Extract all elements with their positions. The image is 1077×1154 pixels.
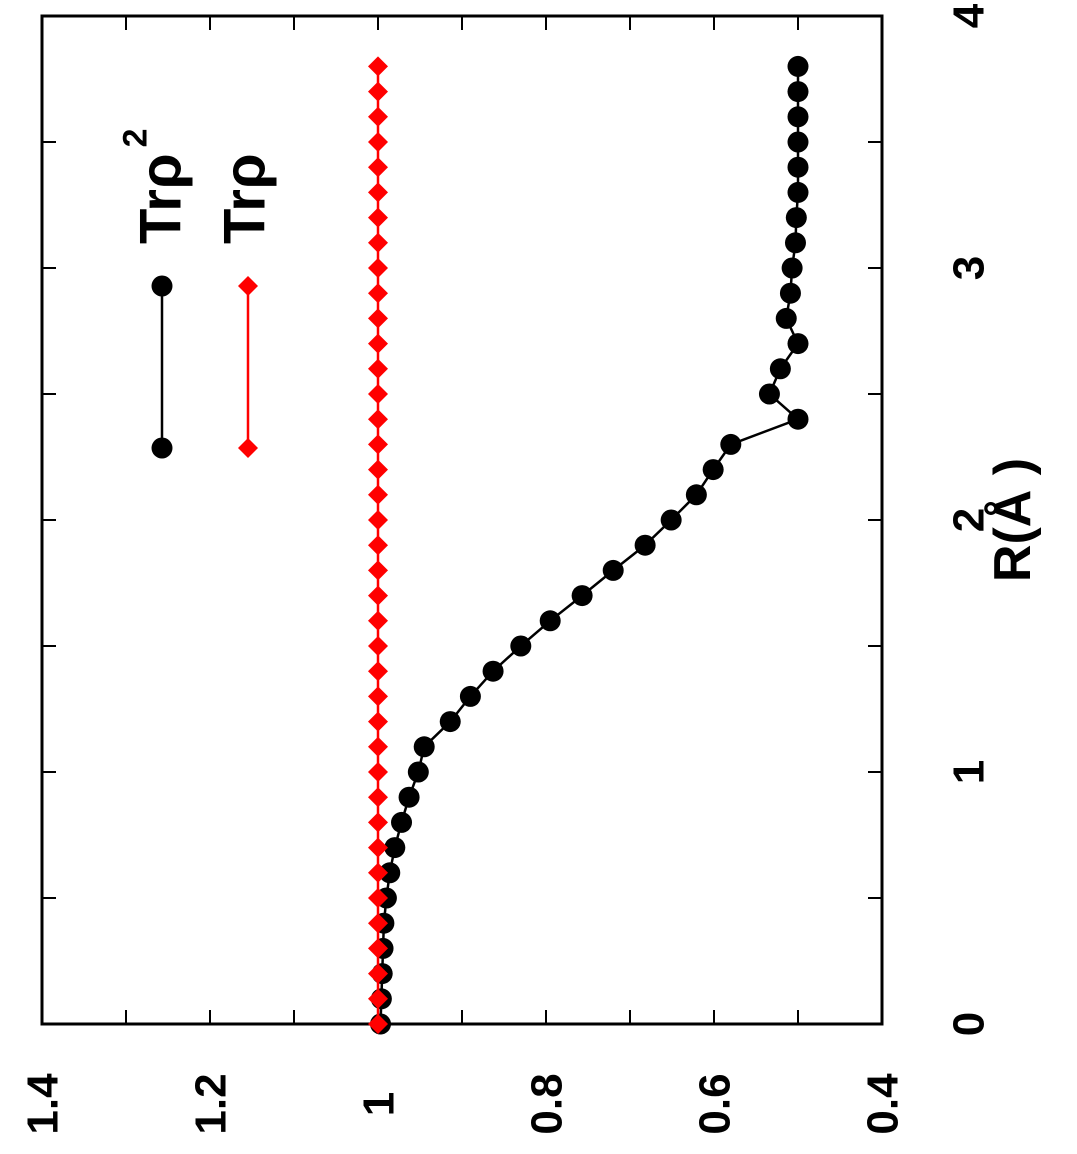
y-tick-label: 0.6 <box>690 1073 739 1134</box>
data-point <box>787 131 809 153</box>
data-point <box>784 232 806 254</box>
data-point <box>510 635 532 657</box>
x-tick-label: 3 <box>944 256 993 280</box>
data-point <box>439 711 461 733</box>
y-tick-label: 0.4 <box>858 1073 907 1135</box>
data-point <box>368 56 388 77</box>
data-point <box>368 106 388 127</box>
data-point <box>787 55 809 77</box>
legend: Trρ2 Trρ <box>116 128 277 459</box>
data-point <box>685 484 707 506</box>
data-point <box>368 736 388 757</box>
data-point <box>368 610 388 631</box>
data-point <box>368 459 388 480</box>
data-point <box>368 560 388 581</box>
data-point <box>368 711 388 732</box>
ticks <box>41 15 883 1025</box>
legend-marker <box>151 275 173 297</box>
data-point <box>787 408 809 430</box>
x-axis-label: R(Å ) <box>984 458 1042 582</box>
y-tick-label: 1.4 <box>18 1073 67 1135</box>
data-point <box>539 610 561 632</box>
y-tick-label: 1 <box>354 1092 403 1116</box>
legend-marker <box>238 276 258 296</box>
data-point <box>368 1014 388 1034</box>
data-point <box>720 433 742 455</box>
data-point <box>787 156 809 178</box>
data-point <box>368 913 388 934</box>
data-point <box>368 510 388 530</box>
data-point <box>787 181 809 203</box>
data-point <box>368 409 388 430</box>
data-point <box>787 81 809 103</box>
data-point <box>779 282 801 304</box>
data-point <box>407 761 429 783</box>
data-point <box>368 207 388 228</box>
data-point <box>660 509 682 531</box>
data-point <box>368 157 388 178</box>
data-point <box>602 559 624 581</box>
data-point <box>368 384 388 404</box>
data-point <box>368 283 388 304</box>
series-1 <box>368 56 388 1034</box>
data-point <box>787 333 809 355</box>
data-point <box>368 938 388 959</box>
data-point <box>368 535 388 556</box>
data-point <box>368 812 388 833</box>
x-tick-label: 1 <box>944 760 993 784</box>
data-point <box>785 207 807 229</box>
data-point <box>368 661 388 682</box>
data-point <box>368 888 388 908</box>
data-point <box>368 258 388 278</box>
data-point <box>769 358 791 380</box>
data-point <box>368 232 388 253</box>
data-point <box>368 862 388 883</box>
data-point <box>368 132 388 152</box>
data-point <box>413 736 435 758</box>
data-point <box>702 459 724 481</box>
legend-marker <box>238 438 258 458</box>
series-line <box>379 66 801 1025</box>
data-point <box>391 811 413 833</box>
data-point <box>368 787 388 808</box>
data-point <box>368 762 388 782</box>
y-tick-label: 0.8 <box>522 1073 571 1134</box>
data-point <box>781 257 803 279</box>
data-point <box>368 585 388 606</box>
x-tick-label: 4 <box>944 3 993 28</box>
data-point <box>482 660 504 682</box>
data-point <box>368 333 388 354</box>
x-tick-label: 2 <box>944 508 993 532</box>
legend-label: Trρ2 <box>116 128 193 244</box>
data-point <box>384 837 406 859</box>
x-tick-label: 0 <box>944 1012 993 1036</box>
y-tick-label: 1.2 <box>186 1073 235 1134</box>
data-point <box>368 182 388 203</box>
data-point <box>368 358 388 379</box>
tick-labels: 0 1 2 3 4 0.4 0.6 0.8 1 1.2 1.4 <box>18 3 993 1134</box>
legend-label: Trρ <box>212 153 277 244</box>
data-point <box>368 837 388 858</box>
data-point <box>368 988 388 1009</box>
data-point <box>368 963 388 984</box>
data-point <box>368 636 388 656</box>
data-point <box>368 434 388 455</box>
series-layer <box>368 55 809 1035</box>
series-0 <box>370 55 809 1035</box>
data-point <box>368 81 388 102</box>
data-point <box>398 786 420 808</box>
data-point <box>758 383 780 405</box>
data-point <box>368 484 388 505</box>
data-point <box>634 534 656 556</box>
data-point <box>368 308 388 329</box>
legend-marker <box>151 437 173 459</box>
data-point <box>379 862 401 884</box>
data-point <box>368 686 388 707</box>
data-point <box>787 106 809 128</box>
data-point <box>775 307 797 329</box>
data-point <box>571 585 593 607</box>
data-point <box>459 685 481 707</box>
